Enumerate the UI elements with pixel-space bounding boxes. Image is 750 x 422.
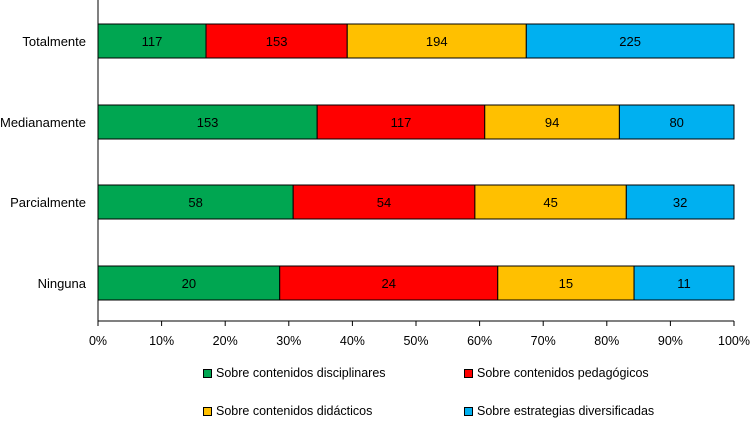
category-label-ninguna: Ninguna [38, 276, 87, 291]
x-tick-label-70: 70% [531, 334, 556, 348]
bar-segment-totalmente-2 [205, 23, 348, 59]
data-label-medianamente-1: 153 [197, 115, 219, 130]
data-label-parcialmente-4: 32 [673, 195, 687, 210]
bar-segment-ninguna-2 [279, 265, 499, 301]
data-label-ninguna-2: 24 [382, 276, 396, 291]
category-label-medianamente: Medianamente [0, 115, 86, 130]
data-label-medianamente-4: 80 [669, 115, 683, 130]
bar-segment-ninguna-1 [97, 265, 281, 301]
x-tick-label-30: 30% [276, 334, 301, 348]
bar-segment-medianamente-1 [97, 104, 318, 140]
bar-segment-medianamente-2 [316, 104, 486, 140]
bar-segment-parcialmente-2 [292, 184, 476, 220]
bar-segment-parcialmente-4 [625, 184, 735, 220]
x-tick-label-10: 10% [149, 334, 174, 348]
x-tick-label-0: 0% [89, 334, 107, 348]
data-label-totalmente-3: 194 [426, 34, 448, 49]
x-tick-label-40: 40% [340, 334, 365, 348]
bar-segment-totalmente-4 [525, 23, 735, 59]
x-tick-label-20: 20% [213, 334, 238, 348]
bar-segment-totalmente-3 [346, 23, 527, 59]
data-label-totalmente-2: 153 [266, 34, 288, 49]
bar-segment-ninguna-4 [633, 265, 735, 301]
data-label-ninguna-1: 20 [182, 276, 196, 291]
data-label-medianamente-2: 117 [391, 115, 412, 130]
data-label-totalmente-1: 117 [142, 34, 163, 49]
data-label-parcialmente-2: 54 [377, 195, 391, 210]
category-label-parcialmente: Parcialmente [10, 195, 86, 210]
data-label-totalmente-4: 225 [619, 34, 641, 49]
bar-segment-medianamente-3 [484, 104, 620, 140]
x-tick-label-80: 80% [594, 334, 619, 348]
data-label-medianamente-3: 94 [545, 115, 559, 130]
x-tick-label-60: 60% [467, 334, 492, 348]
bar-segment-totalmente-1 [97, 23, 207, 59]
x-tick-label-50: 50% [403, 334, 428, 348]
category-label-totalmente: Totalmente [22, 34, 86, 49]
data-label-parcialmente-3: 45 [543, 195, 557, 210]
data-label-parcialmente-1: 58 [188, 195, 202, 210]
bar-segment-medianamente-4 [618, 104, 735, 140]
data-label-ninguna-4: 11 [677, 276, 691, 291]
x-tick-label-100: 100% [718, 334, 750, 348]
x-tick-label-90: 90% [658, 334, 683, 348]
data-label-ninguna-3: 15 [559, 276, 573, 291]
